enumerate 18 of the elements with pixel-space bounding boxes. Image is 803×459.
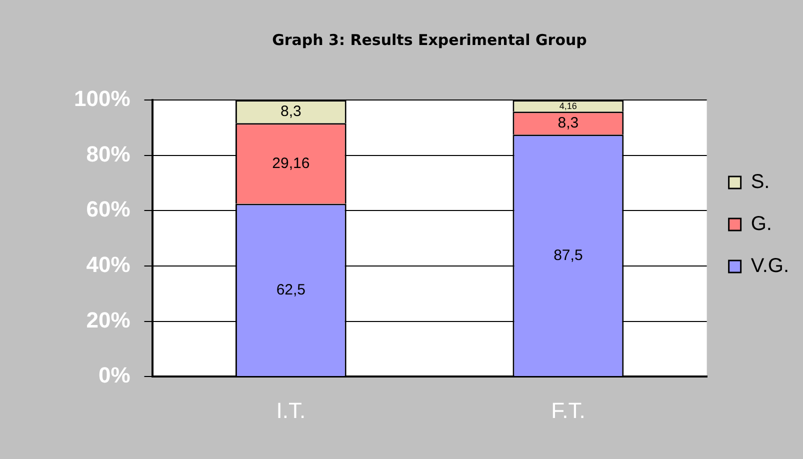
data-label: 87,5 [554, 246, 583, 264]
y-tick-label: 60% [86, 196, 130, 222]
x-tick-label: F.T. [551, 398, 586, 423]
legend-label: S. [750, 171, 770, 194]
data-label: 62,5 [276, 282, 306, 299]
y-tick-label: 0% [98, 362, 130, 388]
legend-label: G. [750, 213, 772, 236]
data-label: 29,16 [272, 155, 310, 172]
y-tick-label: 40% [86, 252, 130, 278]
data-label: 8,3 [280, 103, 302, 120]
y-tick-label: 20% [86, 307, 130, 332]
data-label: 8,3 [558, 114, 579, 132]
y-tick-label: 80% [86, 141, 130, 166]
x-tick-label: I.T. [276, 398, 306, 423]
data-label: 4,16 [559, 100, 577, 111]
chart-title: Graph 3: Results Experimental Group [272, 30, 588, 49]
y-tick-label: 100% [74, 86, 130, 112]
legend-label: V.G. [750, 255, 790, 278]
